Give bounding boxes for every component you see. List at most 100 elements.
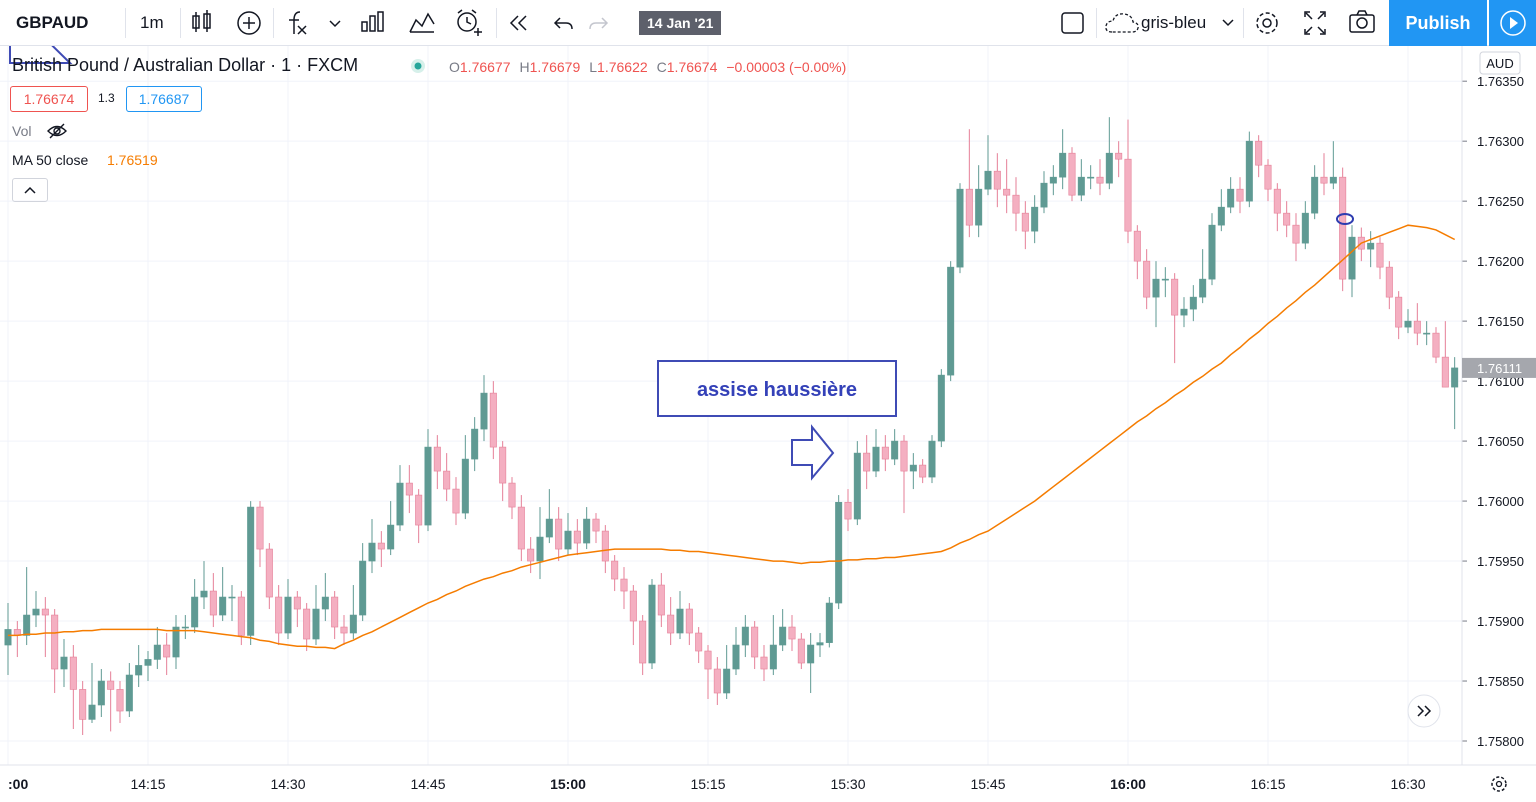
chart-type-icon[interactable] — [190, 0, 214, 46]
candle-body — [1301, 212, 1309, 244]
ohlc-key: O — [449, 59, 460, 75]
replay-icon[interactable] — [408, 0, 436, 46]
ohlc-item: H1.76679 — [520, 59, 581, 75]
candle-body — [1143, 260, 1151, 298]
candle-body — [1133, 230, 1141, 262]
candle-body — [1171, 278, 1179, 316]
symbol[interactable]: GBPAUD — [16, 13, 89, 32]
candle-body — [891, 440, 899, 460]
scroll-icon — [1417, 705, 1432, 717]
candle-body — [499, 446, 507, 484]
candle-body — [1413, 320, 1421, 334]
candle-body — [573, 530, 581, 544]
chart: 1.75800 1.75850 1.75900 1.75950 1.76000 1.760… — [0, 46, 1536, 792]
candle-body — [527, 548, 535, 562]
ask-price[interactable]: 1.76687 — [126, 86, 202, 112]
icon — [237, 11, 261, 35]
ohlc-item: L1.76622 — [589, 59, 647, 75]
icon — [1304, 11, 1326, 35]
candle-body — [1432, 332, 1440, 358]
chevron — [24, 186, 36, 194]
ma-value: 1.76519 — [107, 152, 158, 168]
candle-body — [69, 656, 77, 690]
candle-body — [881, 446, 889, 460]
candle-body — [349, 614, 357, 634]
interval[interactable]: 1m — [140, 13, 164, 32]
icon — [1499, 10, 1526, 36]
candle-body — [1395, 296, 1403, 328]
dropdown-icon[interactable] — [1220, 0, 1236, 46]
fullscreen-icon[interactable] — [1302, 0, 1328, 46]
candle-body — [984, 170, 992, 190]
spread: 1.3 — [98, 91, 115, 105]
icon — [361, 11, 384, 32]
candle-body — [909, 464, 917, 472]
snapshot-icon[interactable] — [1348, 0, 1376, 46]
candle-body — [648, 584, 656, 664]
candle-body — [1161, 278, 1169, 281]
candle-body — [228, 596, 236, 599]
layout-icon[interactable] — [1060, 0, 1086, 46]
last-price-label: 1.76111 — [1477, 361, 1522, 376]
candle-body — [947, 266, 955, 376]
candle-body — [732, 644, 740, 670]
icon — [47, 123, 67, 139]
candle-body — [508, 482, 516, 508]
compare-icon[interactable] — [236, 0, 262, 46]
y-tick-label: 1.76200 — [1477, 254, 1524, 269]
candle-body — [41, 608, 49, 616]
x-tick-label: 15:00 — [550, 776, 586, 792]
x-tick-label: 16:30 — [1390, 776, 1425, 792]
settings-gear[interactable] — [1491, 776, 1507, 792]
x-tick-label: 15:15 — [690, 776, 725, 792]
settings-icon[interactable] — [1254, 0, 1280, 46]
date-badge[interactable]: 14 Jan '21 — [639, 11, 722, 35]
candle-body — [583, 518, 591, 544]
history-icons[interactable] — [506, 0, 616, 46]
candle-body — [517, 506, 525, 550]
candle-body — [779, 626, 787, 646]
play-icon — [1499, 10, 1526, 36]
candle-body — [331, 596, 339, 628]
play-button[interactable] — [1489, 0, 1536, 46]
icon — [1061, 12, 1084, 34]
candle-body — [1021, 212, 1029, 232]
candle-body — [788, 626, 796, 640]
candle-body — [900, 440, 908, 472]
candle-body — [51, 614, 59, 670]
candle-body — [1152, 278, 1160, 298]
candle-body — [116, 689, 124, 712]
candle-body — [415, 494, 423, 526]
candle-body — [1283, 212, 1291, 226]
ohlc-change: −0.00003 (−0.00%) — [726, 59, 847, 75]
ohlc-key: H — [519, 59, 530, 75]
collapse-button[interactable] — [12, 178, 48, 202]
candle-body — [396, 482, 404, 526]
ohlc-value: 1.76679 — [529, 59, 581, 75]
candle-body — [629, 590, 637, 622]
alert-icon[interactable] — [454, 0, 484, 46]
candle-body — [807, 644, 815, 664]
candle-body — [489, 392, 497, 448]
candle-body — [863, 452, 871, 472]
candle-body — [825, 602, 833, 643]
bid-price[interactable]: 1.76674 — [10, 86, 88, 112]
y-tick-label: 1.76250 — [1477, 194, 1524, 209]
layout-name[interactable]: gris-bleu — [1141, 13, 1207, 32]
candle-body — [60, 656, 68, 670]
candle-body — [471, 428, 479, 460]
candle-body — [433, 446, 441, 472]
annotation-ellipse — [1336, 213, 1354, 225]
candle-body — [956, 188, 964, 268]
templates-icon[interactable] — [360, 0, 386, 46]
status-dot — [414, 62, 422, 70]
candle-body — [1451, 367, 1459, 388]
candle-body — [1040, 182, 1048, 208]
publish-button[interactable]: Publish — [1389, 0, 1487, 46]
icon — [192, 10, 211, 32]
candle-body — [601, 530, 609, 562]
hidden-icon[interactable] — [46, 122, 68, 140]
candle-body — [1348, 236, 1356, 280]
indicators-icon[interactable] — [286, 0, 346, 46]
icon — [589, 17, 609, 30]
